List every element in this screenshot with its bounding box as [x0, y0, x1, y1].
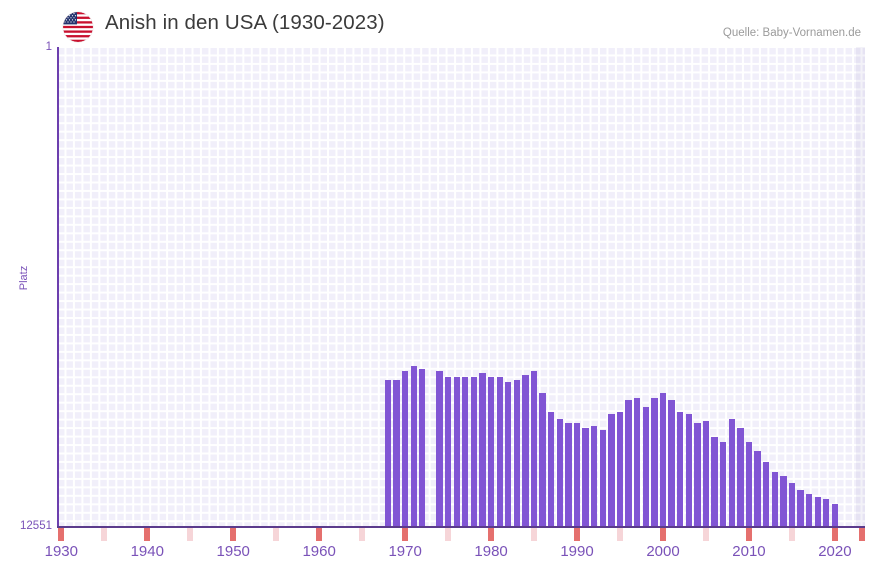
bar [539, 393, 546, 527]
bar [548, 411, 555, 527]
bar [530, 371, 538, 527]
bar [762, 462, 770, 527]
bar [505, 382, 512, 527]
x-tick-minor [187, 528, 194, 541]
y-axis-title: Platz [18, 265, 30, 291]
bar [745, 441, 753, 527]
bar [659, 393, 667, 527]
x-tick-major [401, 528, 409, 541]
bar [608, 414, 615, 527]
bar [582, 427, 589, 527]
x-axis-labels: 1930 1940 1950 1960 1970 1980 1990 2000 2010 2020 [45, 543, 865, 567]
x-tick-minor [788, 528, 796, 541]
plot-area [57, 47, 865, 527]
bar [479, 372, 486, 527]
source-label: Quelle: Baby-Vornamen.de [722, 27, 861, 39]
y-axis-tick-top: 1 [45, 41, 52, 53]
x-tick-major [487, 528, 495, 541]
x-axis-tick-label: 2000 [646, 543, 680, 560]
x-tick-major [230, 528, 237, 541]
x-axis-tick-label: 1950 [216, 543, 250, 560]
bar [642, 407, 649, 527]
bar [401, 371, 409, 527]
bar [677, 411, 684, 527]
bar [419, 369, 426, 527]
bar [384, 379, 392, 527]
x-tick-major [144, 528, 151, 541]
bar [444, 377, 452, 527]
bar [436, 370, 443, 527]
x-tick-minor [101, 528, 108, 541]
y-axis-line [57, 47, 59, 527]
bar [831, 503, 839, 527]
bar [702, 421, 710, 527]
x-tick-minor [702, 528, 710, 541]
bar [453, 377, 460, 527]
x-tick-major [58, 528, 65, 541]
x-tick-major [659, 528, 667, 541]
x-tick-major [573, 528, 581, 541]
bar [410, 365, 417, 527]
bar [634, 398, 641, 527]
x-tick-major [858, 528, 865, 541]
bar [719, 441, 727, 527]
x-axis-tick-label: 1970 [388, 543, 422, 560]
bar [616, 411, 624, 527]
x-tick-minor [273, 528, 280, 541]
bar [728, 418, 735, 527]
x-axis-line [57, 526, 865, 528]
bar [393, 379, 400, 527]
bar [694, 423, 701, 527]
bar [754, 450, 761, 527]
bar [513, 379, 521, 527]
x-axis-tick-label: 1980 [474, 543, 508, 560]
bar [625, 400, 632, 527]
bar [496, 377, 503, 527]
x-axis-tick-label: 1930 [44, 543, 78, 560]
x-tick-major [745, 528, 753, 541]
x-tick-minor [616, 528, 624, 541]
bar [805, 494, 813, 527]
bar [565, 423, 572, 527]
x-tick-major [831, 528, 839, 541]
bar [487, 377, 495, 527]
bar [797, 489, 804, 527]
us-flag-icon [63, 12, 93, 42]
bar [651, 398, 658, 527]
x-tick-major [315, 528, 323, 541]
bar [814, 496, 821, 527]
bar [462, 377, 469, 527]
page-title: Anish in den USA (1930-2023) [105, 11, 385, 34]
bar [591, 425, 598, 527]
x-axis-tick-label: 1940 [130, 543, 164, 560]
bar [599, 430, 606, 527]
bar [788, 482, 796, 527]
bar [771, 471, 778, 527]
y-axis-tick-bottom: 12551 [20, 520, 52, 532]
bar [685, 414, 692, 527]
bar [823, 499, 830, 527]
bar [668, 400, 675, 527]
bars-layer [57, 47, 865, 527]
bar [522, 375, 529, 527]
x-axis-ticks [57, 528, 865, 541]
x-tick-minor [530, 528, 538, 541]
bar [573, 423, 581, 527]
chart-header: Anish in den USA (1930-2023) Quelle: Bab… [0, 0, 873, 46]
bar [737, 427, 744, 527]
bar [556, 418, 564, 527]
x-axis-tick-label: 2010 [732, 543, 766, 560]
x-tick-minor [444, 528, 452, 541]
x-tick-minor [358, 528, 366, 541]
bar [470, 377, 478, 527]
bar [780, 476, 787, 527]
x-axis-tick-label: 1960 [302, 543, 336, 560]
bar [711, 437, 718, 527]
x-axis-tick-label: 1990 [560, 543, 594, 560]
x-axis-tick-label: 2020 [818, 543, 852, 560]
